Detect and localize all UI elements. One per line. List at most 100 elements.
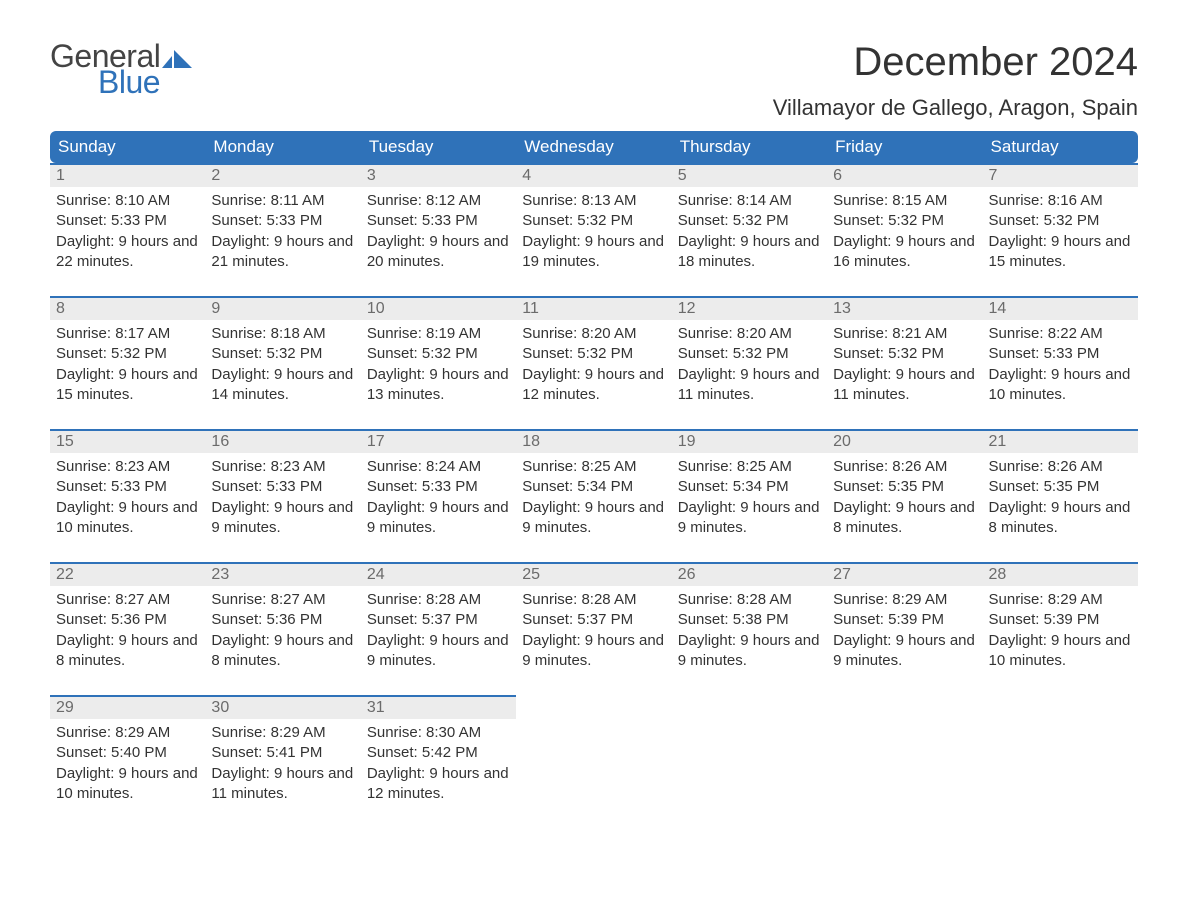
- sunrise-text: Sunrise: 8:18 AM: [211, 324, 354, 344]
- daylight-text: Daylight: 9 hours and 9 minutes.: [833, 631, 976, 672]
- calendar-day-cell: 16Sunrise: 8:23 AMSunset: 5:33 PMDayligh…: [205, 429, 360, 544]
- day-body: Sunrise: 8:22 AMSunset: 5:33 PMDaylight:…: [983, 320, 1138, 411]
- sunset-text: Sunset: 5:36 PM: [211, 610, 354, 630]
- sunset-text: Sunset: 5:33 PM: [56, 211, 199, 231]
- sunrise-text: Sunrise: 8:29 AM: [211, 723, 354, 743]
- sunrise-text: Sunrise: 8:14 AM: [678, 191, 821, 211]
- sunset-text: Sunset: 5:39 PM: [989, 610, 1132, 630]
- sunrise-text: Sunrise: 8:20 AM: [678, 324, 821, 344]
- day-number: 21: [983, 431, 1138, 453]
- sunrise-text: Sunrise: 8:26 AM: [833, 457, 976, 477]
- sunset-text: Sunset: 5:40 PM: [56, 743, 199, 763]
- day-number: 20: [827, 431, 982, 453]
- week-spacer: [50, 677, 1138, 695]
- sunrise-text: Sunrise: 8:30 AM: [367, 723, 510, 743]
- day-body: Sunrise: 8:18 AMSunset: 5:32 PMDaylight:…: [205, 320, 360, 411]
- sunrise-text: Sunrise: 8:28 AM: [367, 590, 510, 610]
- page-header: General Blue December 2024 Villamayor de…: [50, 40, 1138, 121]
- week-spacer: [50, 544, 1138, 562]
- sunrise-text: Sunrise: 8:27 AM: [56, 590, 199, 610]
- day-body: Sunrise: 8:27 AMSunset: 5:36 PMDaylight:…: [50, 586, 205, 677]
- day-body: Sunrise: 8:23 AMSunset: 5:33 PMDaylight:…: [205, 453, 360, 544]
- calendar-day-cell: 8Sunrise: 8:17 AMSunset: 5:32 PMDaylight…: [50, 296, 205, 411]
- sunset-text: Sunset: 5:32 PM: [522, 211, 665, 231]
- location-label: Villamayor de Gallego, Aragon, Spain: [773, 95, 1138, 121]
- weekday-header-row: Sunday Monday Tuesday Wednesday Thursday…: [50, 131, 1138, 163]
- day-number: 6: [827, 165, 982, 187]
- sunset-text: Sunset: 5:38 PM: [678, 610, 821, 630]
- sunset-text: Sunset: 5:35 PM: [833, 477, 976, 497]
- calendar-day-cell: 4Sunrise: 8:13 AMSunset: 5:32 PMDaylight…: [516, 163, 671, 278]
- daylight-text: Daylight: 9 hours and 13 minutes.: [367, 365, 510, 406]
- day-body: Sunrise: 8:28 AMSunset: 5:37 PMDaylight:…: [516, 586, 671, 677]
- sunset-text: Sunset: 5:42 PM: [367, 743, 510, 763]
- sunrise-text: Sunrise: 8:22 AM: [989, 324, 1132, 344]
- day-body: Sunrise: 8:20 AMSunset: 5:32 PMDaylight:…: [516, 320, 671, 411]
- day-body: Sunrise: 8:23 AMSunset: 5:33 PMDaylight:…: [50, 453, 205, 544]
- day-body: Sunrise: 8:27 AMSunset: 5:36 PMDaylight:…: [205, 586, 360, 677]
- calendar-day-cell: 13Sunrise: 8:21 AMSunset: 5:32 PMDayligh…: [827, 296, 982, 411]
- weekday-header: Thursday: [672, 131, 827, 163]
- day-number: 8: [50, 298, 205, 320]
- calendar-day-cell: 12Sunrise: 8:20 AMSunset: 5:32 PMDayligh…: [672, 296, 827, 411]
- sunset-text: Sunset: 5:39 PM: [833, 610, 976, 630]
- day-number: 1: [50, 165, 205, 187]
- daylight-text: Daylight: 9 hours and 12 minutes.: [367, 764, 510, 805]
- calendar-day-cell: 29Sunrise: 8:29 AMSunset: 5:40 PMDayligh…: [50, 695, 205, 810]
- day-body: Sunrise: 8:25 AMSunset: 5:34 PMDaylight:…: [672, 453, 827, 544]
- day-body: Sunrise: 8:14 AMSunset: 5:32 PMDaylight:…: [672, 187, 827, 278]
- day-number: 5: [672, 165, 827, 187]
- sunrise-text: Sunrise: 8:17 AM: [56, 324, 199, 344]
- calendar-day-cell: 23Sunrise: 8:27 AMSunset: 5:36 PMDayligh…: [205, 562, 360, 677]
- calendar-day-cell: 25Sunrise: 8:28 AMSunset: 5:37 PMDayligh…: [516, 562, 671, 677]
- daylight-text: Daylight: 9 hours and 20 minutes.: [367, 232, 510, 273]
- day-number: 28: [983, 564, 1138, 586]
- day-body: Sunrise: 8:29 AMSunset: 5:39 PMDaylight:…: [983, 586, 1138, 677]
- calendar-day-cell: 7Sunrise: 8:16 AMSunset: 5:32 PMDaylight…: [983, 163, 1138, 278]
- daylight-text: Daylight: 9 hours and 15 minutes.: [56, 365, 199, 406]
- sunset-text: Sunset: 5:34 PM: [678, 477, 821, 497]
- day-number: 9: [205, 298, 360, 320]
- calendar-day-cell: 10Sunrise: 8:19 AMSunset: 5:32 PMDayligh…: [361, 296, 516, 411]
- sunset-text: Sunset: 5:32 PM: [522, 344, 665, 364]
- sunrise-text: Sunrise: 8:27 AM: [211, 590, 354, 610]
- day-body: Sunrise: 8:20 AMSunset: 5:32 PMDaylight:…: [672, 320, 827, 411]
- logo-word-blue: Blue: [98, 66, 192, 98]
- calendar-day-cell: 22Sunrise: 8:27 AMSunset: 5:36 PMDayligh…: [50, 562, 205, 677]
- sunset-text: Sunset: 5:32 PM: [833, 211, 976, 231]
- daylight-text: Daylight: 9 hours and 16 minutes.: [833, 232, 976, 273]
- sunrise-text: Sunrise: 8:26 AM: [989, 457, 1132, 477]
- day-body: Sunrise: 8:19 AMSunset: 5:32 PMDaylight:…: [361, 320, 516, 411]
- day-number: 30: [205, 697, 360, 719]
- calendar-day-cell: 5Sunrise: 8:14 AMSunset: 5:32 PMDaylight…: [672, 163, 827, 278]
- daylight-text: Daylight: 9 hours and 8 minutes.: [211, 631, 354, 672]
- calendar-table: Sunday Monday Tuesday Wednesday Thursday…: [50, 131, 1138, 810]
- week-spacer: [50, 411, 1138, 429]
- calendar-week-row: 29Sunrise: 8:29 AMSunset: 5:40 PMDayligh…: [50, 695, 1138, 810]
- sunset-text: Sunset: 5:32 PM: [211, 344, 354, 364]
- day-body: Sunrise: 8:30 AMSunset: 5:42 PMDaylight:…: [361, 719, 516, 810]
- day-number: 26: [672, 564, 827, 586]
- day-body: Sunrise: 8:17 AMSunset: 5:32 PMDaylight:…: [50, 320, 205, 411]
- calendar-day-cell: 2Sunrise: 8:11 AMSunset: 5:33 PMDaylight…: [205, 163, 360, 278]
- sunset-text: Sunset: 5:32 PM: [56, 344, 199, 364]
- day-number: 18: [516, 431, 671, 453]
- sunset-text: Sunset: 5:33 PM: [56, 477, 199, 497]
- daylight-text: Daylight: 9 hours and 10 minutes.: [989, 365, 1132, 406]
- calendar-day-cell: 30Sunrise: 8:29 AMSunset: 5:41 PMDayligh…: [205, 695, 360, 810]
- sunrise-text: Sunrise: 8:25 AM: [522, 457, 665, 477]
- day-number: 2: [205, 165, 360, 187]
- sunset-text: Sunset: 5:36 PM: [56, 610, 199, 630]
- day-number: 10: [361, 298, 516, 320]
- day-body: Sunrise: 8:15 AMSunset: 5:32 PMDaylight:…: [827, 187, 982, 278]
- daylight-text: Daylight: 9 hours and 15 minutes.: [989, 232, 1132, 273]
- day-body: Sunrise: 8:28 AMSunset: 5:37 PMDaylight:…: [361, 586, 516, 677]
- sunset-text: Sunset: 5:34 PM: [522, 477, 665, 497]
- calendar-week-row: 22Sunrise: 8:27 AMSunset: 5:36 PMDayligh…: [50, 562, 1138, 677]
- sunrise-text: Sunrise: 8:28 AM: [678, 590, 821, 610]
- daylight-text: Daylight: 9 hours and 8 minutes.: [833, 498, 976, 539]
- calendar-day-cell: 15Sunrise: 8:23 AMSunset: 5:33 PMDayligh…: [50, 429, 205, 544]
- calendar-day-cell: [516, 695, 671, 810]
- sunrise-text: Sunrise: 8:10 AM: [56, 191, 199, 211]
- calendar-day-cell: 1Sunrise: 8:10 AMSunset: 5:33 PMDaylight…: [50, 163, 205, 278]
